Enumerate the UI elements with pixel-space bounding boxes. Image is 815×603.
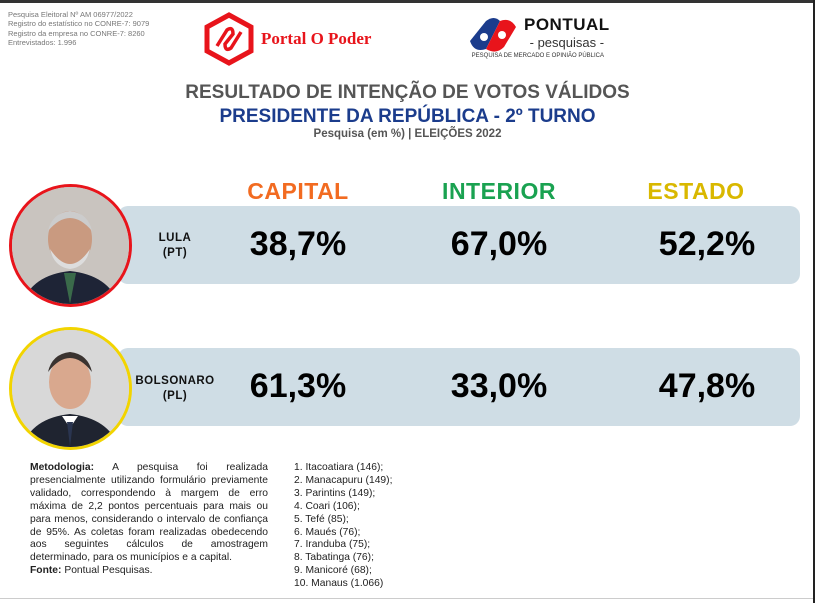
list-item: 5. Tefé (85);	[294, 513, 349, 525]
candidate-label-bolsonaro: BOLSONARO (PL)	[135, 374, 215, 404]
methodology-body: A pesquisa foi realizada presencialmente…	[30, 462, 268, 564]
bottom-divider	[0, 598, 813, 599]
list-item: 8. Tabatinga (76);	[294, 552, 374, 564]
survey-caption: Pesquisa (em %) | ELEIÇÕES 2022	[313, 128, 502, 140]
pontual-logo: PONTUAL - pesquisas - PESQUISA DE MERCAD…	[466, 15, 610, 59]
column-header-estado: ESTADO	[647, 178, 745, 204]
result-row-lula	[118, 206, 800, 284]
candidate-name: BOLSONARO	[135, 375, 215, 387]
bolsonaro-photo	[9, 327, 132, 450]
portal-hexagon-icon	[204, 12, 254, 66]
bolsonaro-capital-value: 61,3%	[249, 367, 347, 405]
column-header-interior: INTERIOR	[442, 178, 556, 204]
bolsonaro-interior-value: 33,0%	[450, 367, 548, 405]
municipality-sample-list: 1. Itacoatiara (146); 2. Manacapuru (149…	[294, 462, 392, 591]
registration-line: Registro da empresa no CONRE-7: 8260	[8, 28, 145, 38]
source-label: Fonte:	[30, 565, 62, 577]
list-item: 3. Parintins (149);	[294, 487, 376, 499]
list-item: 10. Manaus (1.066)	[294, 578, 384, 590]
registration-line: Pesquisa Eleitoral Nº AM 06977/2022	[8, 10, 133, 19]
registration-line: Entrevistados: 1.996	[8, 37, 77, 47]
column-header-capital: CAPITAL	[247, 178, 349, 204]
methodology-label: Metodologia:	[30, 462, 95, 473]
candidate-label-lula: LULA (PT)	[135, 231, 215, 261]
candidate-party: (PL)	[162, 390, 188, 402]
lula-estado-value: 52,2%	[658, 225, 756, 263]
portal-logo-text: Portal O Poder	[261, 29, 372, 48]
bolsonaro-estado-value: 47,8%	[658, 367, 756, 405]
lula-photo	[9, 184, 132, 307]
candidate-party: (PT)	[162, 247, 188, 259]
candidate-name: LULA	[158, 232, 192, 244]
list-item: 4. Coari (106);	[294, 500, 360, 512]
subtitle: PRESIDENTE DA REPÚBLICA - 2º TURNO	[219, 106, 596, 127]
list-item: 1. Itacoatiara (146);	[294, 462, 384, 473]
pontual-logo-sub: - pesquisas -	[529, 35, 605, 50]
result-row-bolsonaro	[118, 348, 800, 426]
top-bar	[0, 0, 815, 3]
lula-interior-value: 67,0%	[450, 225, 548, 263]
registration-line: Registro do estatístico no CONRE-7: 9079	[8, 19, 150, 29]
pontual-tagline: PESQUISA DE MERCADO E OPINIÃO PÚBLICA	[471, 53, 605, 59]
portal-o-poder-logo: Portal O Poder	[203, 12, 371, 66]
list-item: 2. Manacapuru (149);	[294, 474, 393, 486]
list-item: 6. Maués (76);	[294, 526, 361, 538]
right-border	[813, 0, 815, 603]
survey-registration: Pesquisa Eleitoral Nº AM 06977/2022 Regi…	[8, 10, 149, 47]
main-title: RESULTADO DE INTENÇÃO DE VOTOS VÁLIDOS	[185, 82, 630, 103]
pontual-logo-text: PONTUAL	[524, 15, 610, 34]
methodology-text: Metodologia: A pesquisa foi realizada pr…	[30, 462, 268, 578]
lula-capital-value: 38,7%	[249, 225, 347, 263]
pontual-mark-icon	[470, 18, 516, 52]
list-item: 7. Iranduba (75);	[294, 539, 371, 551]
source-value: Pontual Pesquisas.	[61, 565, 153, 577]
list-item: 9. Manicoré (68);	[294, 565, 372, 577]
